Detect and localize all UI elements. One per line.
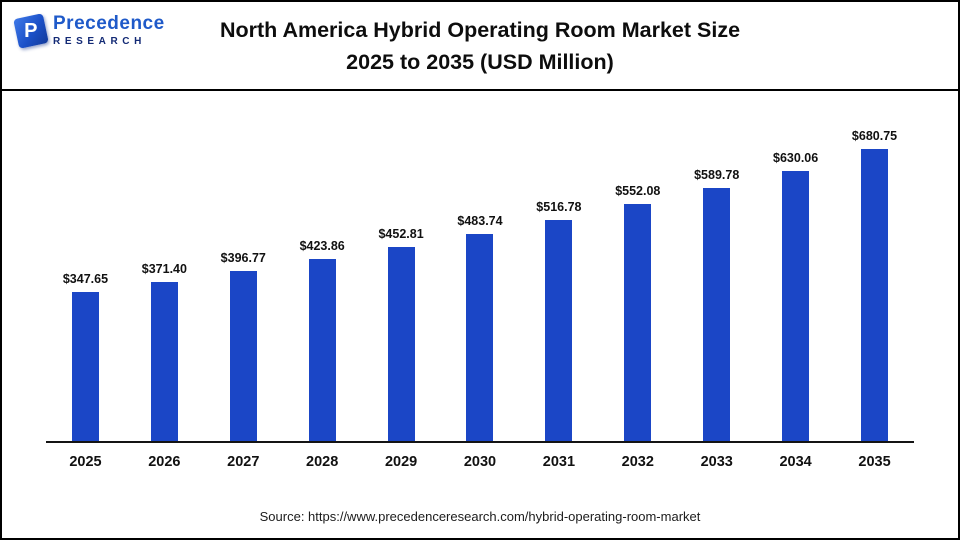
x-axis-label-2028: 2028 xyxy=(306,453,339,470)
footer: Source: https://www.precedenceresearch.c… xyxy=(2,499,958,538)
source-text: Source: https://www.precedenceresearch.c… xyxy=(259,509,701,524)
bar-column-2032: $552.08 xyxy=(598,184,677,441)
x-axis-label-2029: 2029 xyxy=(384,453,418,470)
bar-2031 xyxy=(545,219,573,441)
x-axis-label-2025: 2025 xyxy=(69,453,102,470)
x-axis-label-2033: 2033 xyxy=(700,453,733,470)
x-axis-label-2027: 2027 xyxy=(227,453,260,470)
bar-column-2033: $589.78 xyxy=(677,168,756,441)
bar-2029 xyxy=(387,246,415,441)
bar-value-label-2035: $680.75 xyxy=(851,128,898,143)
x-axis-label-2030: 2030 xyxy=(463,453,497,470)
bar-value-label-2029: $452.81 xyxy=(378,226,424,241)
bar-column-2030: $483.74 xyxy=(441,214,520,441)
bar-2034 xyxy=(782,170,810,441)
bar-value-label-2032: $552.08 xyxy=(615,183,661,198)
bar-2033 xyxy=(703,187,731,441)
bar-value-label-2034: $630.06 xyxy=(773,150,819,165)
bar-value-label-2031: $516.78 xyxy=(536,199,582,214)
bar-value-label-2033: $589.78 xyxy=(694,167,740,182)
bar-value-label-2025: $347.65 xyxy=(62,271,109,286)
x-axis-label-2034: 2034 xyxy=(779,453,812,470)
bar-2028 xyxy=(308,258,336,441)
bar-column-2026: $371.40 xyxy=(125,262,204,441)
bar-2035 xyxy=(861,148,889,441)
logo-letter: P xyxy=(24,19,38,42)
bar-value-label-2027: $396.77 xyxy=(220,250,266,265)
chart-title: North America Hybrid Operating Room Mark… xyxy=(22,14,938,79)
bar-2032 xyxy=(624,203,652,441)
bar-column-2025: $347.65 xyxy=(46,272,125,441)
bars-container: $347.65 $371.40 $396.77 $423.86 $452.81 $483.… xyxy=(46,107,914,441)
bar-column-2027: $396.77 xyxy=(204,251,283,441)
bar-2026 xyxy=(150,281,178,441)
x-axis-line xyxy=(46,440,914,443)
x-axis-label-2026: 2026 xyxy=(148,453,181,470)
logo-subtitle: RESEARCH xyxy=(53,35,146,47)
bar-2025 xyxy=(71,291,99,441)
bar-2027 xyxy=(229,270,257,441)
chart-area: $347.65 $371.40 $396.77 $423.86 $452.81 $483.… xyxy=(2,91,958,500)
bar-column-2034: $630.06 xyxy=(756,151,835,441)
x-axis-label-2035: 2035 xyxy=(858,453,891,470)
bar-2030 xyxy=(466,233,494,441)
bar-value-label-2028: $423.86 xyxy=(299,238,345,253)
bar-value-label-2026: $371.40 xyxy=(141,261,187,276)
x-axis-label-2032: 2032 xyxy=(621,453,654,470)
x-axis-label-2031: 2031 xyxy=(542,453,576,470)
logo-p-icon: P xyxy=(13,13,49,49)
header: P Precedence RESEARCH North America Hybr… xyxy=(2,2,958,91)
chart-title-line2: 2025 to 2035 (USD Million) xyxy=(346,50,614,75)
logo-text: Precedence RESEARCH xyxy=(53,14,165,47)
logo-name: Precedence xyxy=(53,13,165,34)
chart-title-line1: North America Hybrid Operating Room Mark… xyxy=(219,18,741,42)
bar-column-2031: $516.78 xyxy=(519,200,598,441)
bar-column-2028: $423.86 xyxy=(283,239,362,441)
bar-column-2029: $452.81 xyxy=(362,227,441,441)
bar-value-label-2030: $483.74 xyxy=(457,213,503,228)
precedence-research-logo: P Precedence RESEARCH xyxy=(13,13,165,49)
bar-column-2035: $680.75 xyxy=(835,129,914,441)
x-axis-labels: 2025 2026 2027 2028 2029 2030 2031 2032 2033 2034… xyxy=(46,443,914,478)
